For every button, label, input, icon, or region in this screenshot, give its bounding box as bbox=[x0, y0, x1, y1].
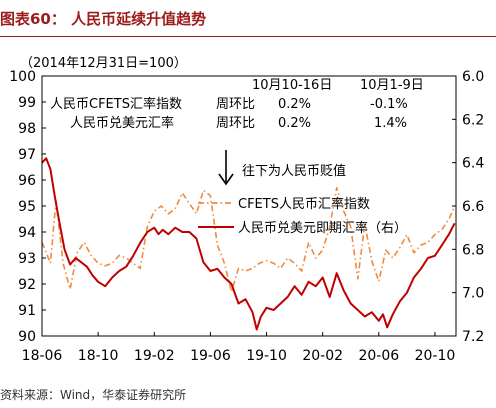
y-left-tick-label: 98 bbox=[18, 121, 36, 137]
table-row-1-name: 人民币CFETS汇率指数 bbox=[50, 96, 182, 112]
ticks-layer: 90 91 92 93 94 95 96 97 98 99 100 6.0 6.2 6.4 6.6 6.8 7.… bbox=[9, 69, 484, 364]
table-header-col2: 10月1-9日 bbox=[360, 78, 424, 93]
y-right-tick-label: 6.4 bbox=[462, 156, 484, 172]
legend-label-usdcny: 人民币兑美元即期汇率（右） bbox=[238, 220, 407, 236]
series-layer bbox=[41, 157, 456, 331]
figure-title: 图表60： 人民币延续升值趋势 bbox=[0, 10, 207, 28]
y-left-tick-label: 97 bbox=[18, 147, 36, 163]
series-line-usdcny bbox=[41, 157, 456, 331]
x-tick-label: 20-02 bbox=[302, 348, 343, 364]
table-row-2-value-2: 1.4% bbox=[374, 116, 407, 131]
y-left-tick-label: 93 bbox=[18, 251, 36, 267]
y-left-tick-label: 91 bbox=[18, 303, 36, 319]
source-note: 资料来源：Wind，华泰证券研究所 bbox=[0, 388, 187, 402]
series-line-cfets bbox=[41, 187, 456, 293]
y-right-tick-label: 7.2 bbox=[462, 329, 484, 345]
table-row-1-period: 周环比 bbox=[216, 97, 255, 112]
y-right-tick-label: 6.0 bbox=[462, 69, 484, 85]
y-right-tick-label: 6.2 bbox=[462, 112, 484, 128]
x-tick-label: 19-10 bbox=[246, 348, 287, 364]
y-right-tick-label: 7.0 bbox=[462, 286, 484, 302]
legend: CFETS人民币汇率指数 人民币兑美元即期汇率（右） bbox=[198, 196, 407, 236]
x-tick-label: 18-10 bbox=[78, 348, 119, 364]
table-row-2-period: 周环比 bbox=[216, 116, 255, 131]
y-left-tick-label: 90 bbox=[18, 329, 36, 345]
table-row-1-value-1: 0.2% bbox=[278, 97, 311, 112]
x-tick-label: 20-06 bbox=[358, 348, 399, 364]
table-row-1-value-2: -0.1% bbox=[370, 97, 408, 112]
x-tick-label: 19-02 bbox=[134, 348, 175, 364]
base-note: （2014年12月31日=100） bbox=[20, 56, 187, 71]
y-left-tick-label: 96 bbox=[18, 173, 36, 189]
y-left-tick-label: 94 bbox=[18, 225, 36, 241]
x-tick-label: 20-10 bbox=[415, 348, 456, 364]
table-row-2-name: 人民币兑美元汇率 bbox=[70, 115, 174, 131]
x-tick-label: 19-06 bbox=[190, 348, 231, 364]
y-right-tick-label: 6.8 bbox=[462, 242, 484, 258]
annotation-text: 往下为人民币贬值 bbox=[242, 163, 346, 179]
legend-label-cfets: CFETS人民币汇率指数 bbox=[238, 196, 370, 212]
y-left-tick-label: 100 bbox=[9, 69, 36, 85]
table-header-col1: 10月10-16日 bbox=[252, 78, 332, 93]
y-left-tick-label: 92 bbox=[18, 277, 36, 293]
y-left-tick-label: 95 bbox=[18, 199, 36, 215]
title-rule bbox=[0, 36, 496, 37]
y-right-tick-label: 6.6 bbox=[462, 199, 484, 215]
y-left-tick-label: 99 bbox=[18, 95, 36, 111]
x-tick-label: 18-06 bbox=[22, 348, 63, 364]
table-row-2-value-1: 0.2% bbox=[278, 116, 311, 131]
down-arrow-icon bbox=[218, 150, 234, 186]
